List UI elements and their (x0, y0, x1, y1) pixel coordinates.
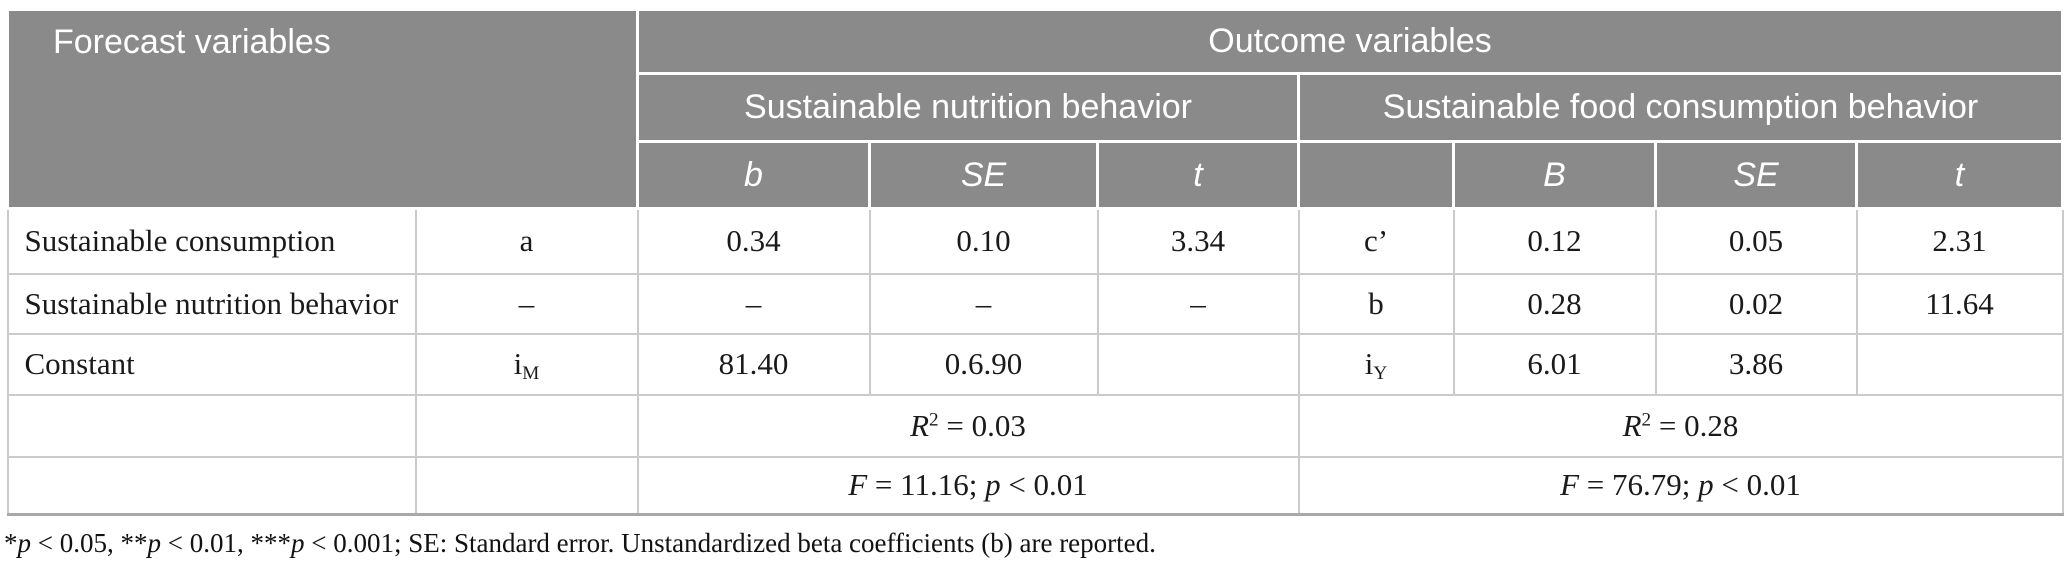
value-cell-b: 81.40 (636, 332, 871, 396)
header-row-stat-columns: b SE t B SE t (8, 140, 2065, 210)
table-row-sustainable-consumption: Sustainable consumption a 0.34 0.10 3.34… (6, 207, 2064, 275)
table-row-constant: Constant iM 81.40 0.6.90 iY 6.01 3.86 (6, 332, 2064, 396)
r-squared-food-consumption: R2 = 0.28 (1297, 393, 2064, 458)
value-cell-t-empty (1855, 332, 2064, 396)
value-cell-b: 0.34 (636, 207, 871, 275)
empty-cell (414, 455, 639, 516)
table-row-r-squared: R2 = 0.03 R2 = 0.28 (6, 393, 2064, 458)
value-cell-b: – (636, 272, 871, 335)
value-cell-se: 0.02 (1654, 272, 1858, 335)
value-cell-t-empty (1096, 332, 1300, 396)
path-cell: a (414, 207, 639, 275)
regression-results-table: Forecast variables Outcome variables Sus… (6, 8, 2065, 516)
table-row-f-statistic: F = 11.16; p < 0.01 F = 76.79; p < 0.01 (6, 455, 2064, 516)
empty-cell (414, 393, 639, 458)
value-cell-t: 2.31 (1855, 207, 2064, 275)
header-outcome-variables: Outcome variables (635, 8, 2065, 75)
value-cell-t: 3.34 (1096, 207, 1300, 275)
f-statistic-nutrition: F = 11.16; p < 0.01 (636, 455, 1300, 516)
table-header: Forecast variables Outcome variables Sus… (6, 8, 2065, 210)
value-cell-t: 11.64 (1855, 272, 2064, 335)
row-label: Constant (6, 332, 417, 396)
col-header-b: b (636, 140, 871, 210)
value-cell-t: – (1096, 272, 1300, 335)
value-cell-se: 0.6.90 (868, 332, 1099, 396)
path-cell: – (414, 272, 639, 335)
path-cell-i-m: iM (414, 332, 639, 396)
header-row-groups: Sustainable nutrition behavior Sustainab… (8, 72, 2065, 143)
f-statistic-food-consumption: F = 76.79; p < 0.01 (1297, 455, 2064, 516)
header-row-top: Forecast variables Outcome variables (6, 8, 2065, 210)
value-cell-B: 0.28 (1452, 272, 1657, 335)
header-forecast-variables: Forecast variables (6, 8, 639, 210)
table-body: Sustainable consumption a 0.34 0.10 3.34… (6, 207, 2064, 516)
col-header-path-blank (1297, 140, 1455, 210)
col-header-t-1: t (1096, 140, 1300, 210)
col-header-t-2: t (1854, 140, 2065, 210)
r-squared-nutrition: R2 = 0.03 (636, 393, 1300, 458)
value-cell-se: 0.10 (868, 207, 1099, 275)
col-header-se-1: SE (868, 140, 1099, 210)
row-label: Sustainable nutrition behavior (6, 272, 417, 335)
value-cell-se: 0.05 (1654, 207, 1858, 275)
row-label: Sustainable consumption (6, 207, 417, 275)
path-cell: b (1297, 272, 1455, 335)
value-cell-se: 3.86 (1654, 332, 1858, 396)
value-cell-se: – (868, 272, 1099, 335)
value-cell-B: 0.12 (1452, 207, 1657, 275)
empty-cell (6, 455, 417, 516)
header-group-nutrition-behavior: Sustainable nutrition behavior (636, 72, 1300, 143)
col-header-se-2: SE (1654, 140, 1858, 210)
header-group-food-consumption-behavior: Sustainable food consumption behavior (1296, 72, 2065, 143)
value-cell-B: 6.01 (1452, 332, 1657, 396)
col-header-B: B (1452, 140, 1657, 210)
path-cell-i-y: iY (1297, 332, 1455, 396)
empty-cell (6, 393, 417, 458)
table-row-sustainable-nutrition-behavior: Sustainable nutrition behavior – – – – b… (6, 272, 2064, 335)
path-cell: c’ (1297, 207, 1455, 275)
table-footnote: *p < 0.05, **p < 0.01, ***p < 0.001; SE:… (4, 528, 1156, 558)
